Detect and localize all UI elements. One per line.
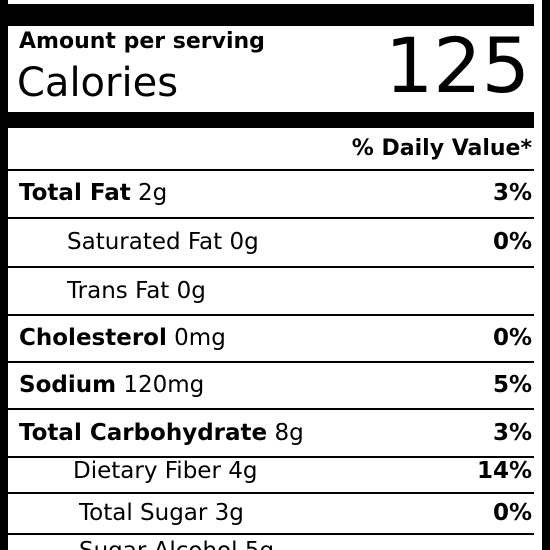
nutrient-row-sodium: Sodium 120mg 5% xyxy=(0,362,550,408)
daily-value-header: % Daily Value* xyxy=(351,136,532,161)
nutrient-label: Dietary Fiber xyxy=(73,458,221,484)
nutrient-name: Dietary Fiber 4g xyxy=(73,448,257,494)
nutrient-label: Total Carbohydrate xyxy=(19,420,268,446)
nutrient-daily-value: 0% xyxy=(492,325,532,351)
calories-value: 125 xyxy=(384,21,530,110)
divider xyxy=(8,361,534,363)
nutrient-daily-value: 5% xyxy=(492,372,532,398)
divider xyxy=(8,169,534,171)
nutrient-row-total-sugar: Total Sugar 3g 0% xyxy=(0,490,550,536)
nutrient-daily-value: 0% xyxy=(492,500,532,526)
nutrient-name: Total Carbohydrate 8g xyxy=(19,410,304,456)
nutrient-amount: 2g xyxy=(138,180,168,206)
nutrient-label: Total Fat xyxy=(19,180,131,206)
nutrient-row-total-carbohydrate: Total Carbohydrate 8g 3% xyxy=(0,410,550,456)
divider xyxy=(8,314,534,316)
nutrient-amount: 8g xyxy=(274,420,304,446)
thick-divider xyxy=(8,112,534,128)
nutrient-amount: 4g xyxy=(228,458,258,484)
nutrient-label: Sodium xyxy=(19,372,117,398)
nutrient-name: Saturated Fat 0g xyxy=(67,219,259,265)
divider xyxy=(8,456,534,458)
nutrient-row-trans-fat: Trans Fat 0g xyxy=(0,268,550,314)
nutrient-row-sugar-alcohol: Sugar Alcohol 5g xyxy=(0,528,550,550)
divider xyxy=(8,492,534,494)
nutrient-label: Trans Fat xyxy=(67,278,170,304)
nutrient-amount: 0g xyxy=(176,278,206,304)
divider xyxy=(8,533,534,535)
nutrient-amount: 3g xyxy=(214,500,244,526)
nutrient-row-saturated-fat: Saturated Fat 0g 0% xyxy=(0,219,550,265)
nutrient-label: Cholesterol xyxy=(19,325,167,351)
nutrient-name: Cholesterol 0mg xyxy=(19,315,226,361)
nutrient-daily-value: 3% xyxy=(492,420,532,446)
amount-per-serving: Amount per serving xyxy=(19,29,265,54)
nutrient-row-dietary-fiber: Dietary Fiber 4g 14% xyxy=(0,448,550,494)
divider xyxy=(8,408,534,410)
nutrient-name: Sodium 120mg xyxy=(19,362,204,408)
divider xyxy=(8,266,534,268)
nutrient-row-cholesterol: Cholesterol 0mg 0% xyxy=(0,315,550,361)
nutrient-amount: 0mg xyxy=(174,325,226,351)
nutrient-amount: 120mg xyxy=(123,372,205,398)
nutrient-amount: 0g xyxy=(229,229,259,255)
nutrient-name: Total Fat 2g xyxy=(19,170,167,216)
nutrient-daily-value: 3% xyxy=(492,180,532,206)
nutrient-label: Sugar Alcohol xyxy=(79,538,238,550)
nutrient-label: Saturated Fat xyxy=(67,229,223,255)
top-bar xyxy=(8,4,534,26)
nutrient-row-total-fat: Total Fat 2g 3% xyxy=(0,170,550,216)
nutrient-label: Total Sugar xyxy=(79,500,208,526)
nutrient-name: Total Sugar 3g xyxy=(79,490,244,536)
nutrient-name: Trans Fat 0g xyxy=(67,268,206,314)
label-panel xyxy=(8,0,542,550)
divider xyxy=(8,217,534,219)
nutrient-amount: 5g xyxy=(245,538,274,550)
calories-label: Calories xyxy=(17,60,179,106)
nutrient-daily-value: 14% xyxy=(476,458,532,484)
nutrient-name: Sugar Alcohol 5g xyxy=(79,528,274,550)
nutrient-daily-value: 0% xyxy=(492,229,532,255)
